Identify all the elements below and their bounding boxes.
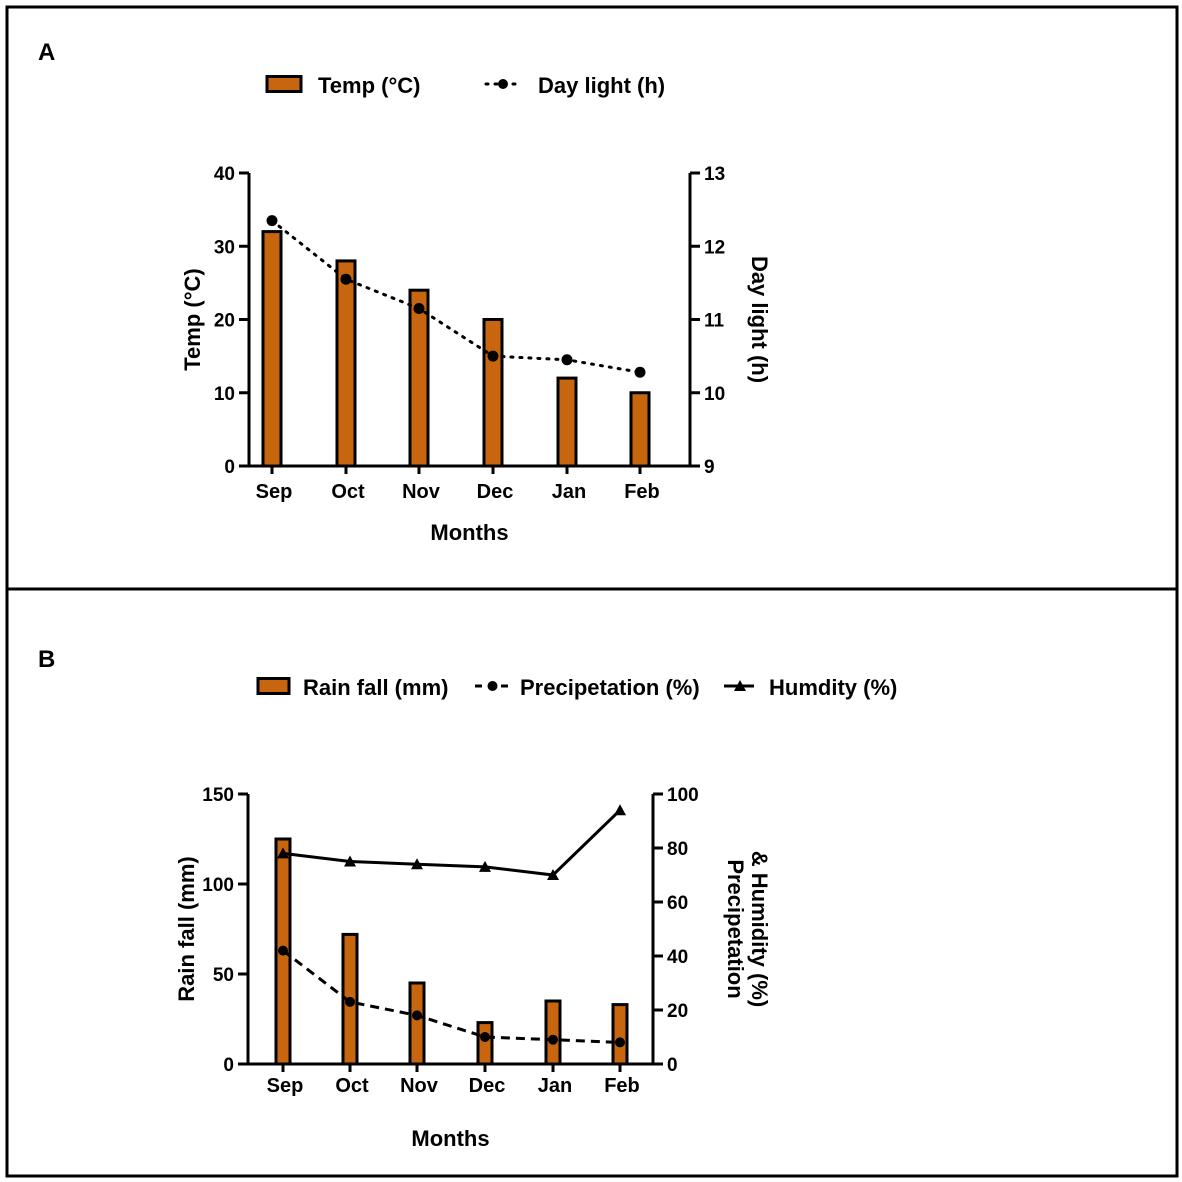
panel-label: A	[38, 39, 55, 66]
point-humdity-oct	[344, 855, 356, 867]
legend-swatch-rain	[256, 677, 291, 695]
legend-marker-day	[498, 79, 508, 89]
y-tick-label-left: 50	[213, 965, 234, 986]
y-tick-label-right: 12	[704, 237, 725, 258]
x-tick-label-dec: Dec	[469, 1075, 506, 1097]
point-precipetation-sep	[278, 945, 288, 956]
point-humdity-dec	[479, 860, 491, 872]
bar-feb	[629, 391, 651, 468]
y-tick-label-right: 40	[667, 947, 688, 968]
line-precipetation	[282, 949, 621, 1044]
bar-sep	[261, 230, 283, 468]
x-tick-label-jan: Jan	[538, 1075, 572, 1097]
legend-marker-humdity	[734, 680, 746, 691]
y-tick-label-right: 0	[667, 1055, 678, 1076]
y-tick-label-right: 9	[704, 457, 715, 478]
bar-feb	[611, 1003, 629, 1066]
x-axis-title: Months	[411, 1126, 489, 1151]
y-tick-label-left: 0	[224, 457, 235, 478]
point-humdity-nov	[411, 858, 423, 870]
legend-label-precipetation: Precipetation (%)	[520, 675, 700, 700]
x-tick-label-sep: Sep	[256, 481, 293, 503]
y-tick-label-right: 60	[667, 893, 688, 914]
bar-nov	[408, 288, 430, 468]
bar-dec	[476, 1021, 494, 1066]
legend-label-rain: Rain fall (mm)	[303, 675, 448, 700]
panel-b-frame	[5, 587, 1179, 1178]
legend-swatch-temp	[265, 75, 303, 93]
point-precipetation-jan	[548, 1034, 558, 1045]
y-tick-label-left: 100	[202, 875, 234, 896]
legend-label-temp: Temp (°C)	[318, 73, 421, 98]
bar-nov	[408, 981, 426, 1066]
panel-a: A 0 10 20 30 40 9 10 11 12 13 Sep Oct Nov Dec Jan Feb Mon…	[38, 39, 772, 545]
y-axis-title-right: Day light (h)	[747, 256, 772, 383]
legend-label-day: Day light (h)	[538, 73, 665, 98]
y-tick-label-left: 0	[223, 1055, 234, 1076]
y-tick-label-right: 80	[667, 839, 688, 860]
x-tick-label-nov: Nov	[400, 1075, 439, 1097]
point-day-jan	[561, 354, 573, 366]
panel-label: B	[38, 646, 55, 673]
y-tick-label-left: 30	[214, 237, 235, 258]
bar-jan	[556, 376, 578, 468]
y-axis-title-left: Temp (°C)	[180, 268, 205, 371]
y-axis-title-right: & Humidity (%)	[747, 851, 772, 1007]
x-tick-label-nov: Nov	[402, 481, 441, 503]
point-day-oct	[340, 273, 352, 285]
x-tick-label-oct: Oct	[335, 1075, 369, 1097]
point-precipetation-dec	[480, 1032, 490, 1042]
y-axis-title-right: Precipetation	[723, 859, 748, 998]
bar-dec	[482, 318, 504, 468]
panel-b: B 0 50 100 150 0 20 40 60 80 100 Sep Oct Nov Dec Jan Feb…	[38, 646, 897, 1151]
x-tick-label-sep: Sep	[267, 1075, 304, 1097]
point-precipetation-nov	[412, 1010, 422, 1021]
point-day-nov	[413, 303, 425, 315]
y-tick-label-right: 100	[667, 785, 699, 806]
y-tick-label-left: 20	[214, 311, 235, 332]
legend-marker-precipetation	[487, 681, 498, 691]
point-humdity-feb	[614, 804, 626, 816]
point-humdity-sep	[277, 847, 289, 859]
y-tick-label-right: 10	[704, 384, 725, 405]
y-tick-label-left: 10	[214, 384, 235, 405]
legend-label-humdity: Humdity (%)	[769, 675, 897, 700]
y-tick-label-right: 11	[704, 311, 725, 332]
y-tick-label-left: 150	[202, 785, 234, 806]
y-axis-title-left: Rain fall (mm)	[174, 856, 199, 1001]
x-tick-label-feb: Feb	[624, 481, 660, 503]
x-tick-label-feb: Feb	[604, 1075, 640, 1097]
bar-oct	[335, 259, 357, 468]
x-axis-title: Months	[430, 520, 508, 545]
x-tick-label-jan: Jan	[552, 481, 586, 503]
y-tick-label-right: 20	[667, 1001, 688, 1022]
y-tick-label-right: 13	[704, 164, 725, 185]
point-humdity-jan	[547, 869, 559, 880]
point-precipetation-oct	[345, 996, 355, 1007]
x-tick-label-dec: Dec	[477, 481, 514, 503]
bar-jan	[544, 999, 562, 1066]
x-tick-label-oct: Oct	[331, 481, 365, 503]
point-day-dec	[487, 350, 499, 362]
point-precipetation-feb	[615, 1037, 625, 1048]
point-day-feb	[634, 366, 646, 378]
line-day	[270, 219, 642, 374]
y-tick-label-left: 40	[214, 164, 235, 185]
line-humdity	[282, 809, 622, 877]
point-day-sep	[266, 215, 278, 227]
